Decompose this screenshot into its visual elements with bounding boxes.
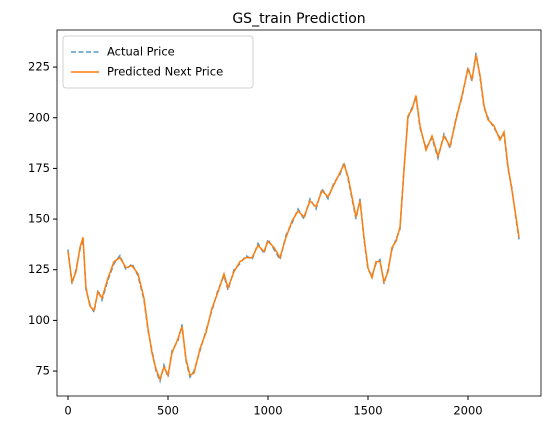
y-tick-label: 100	[28, 313, 50, 327]
y-tick-label: 225	[28, 60, 50, 74]
line-series	[67, 54, 520, 382]
x-tick-label: 1500	[353, 404, 382, 418]
x-tick-label: 500	[157, 404, 179, 418]
legend-box	[62, 35, 254, 89]
x-tick-label: 1000	[253, 404, 282, 418]
line-series	[67, 52, 520, 384]
plot-frame	[56, 29, 542, 397]
chart-title: GS_train Prediction	[232, 11, 365, 27]
legend-label: Predicted Next Price	[107, 65, 223, 79]
x-tick-label: 0	[64, 404, 71, 418]
y-tick-label: 200	[28, 110, 50, 124]
y-tick-label: 175	[28, 161, 50, 175]
legend-label: Actual Price	[107, 45, 175, 59]
y-tick-label: 75	[35, 364, 50, 378]
y-tick-label: 125	[28, 262, 50, 276]
x-tick-label: 2000	[453, 404, 482, 418]
y-tick-label: 150	[28, 212, 50, 226]
